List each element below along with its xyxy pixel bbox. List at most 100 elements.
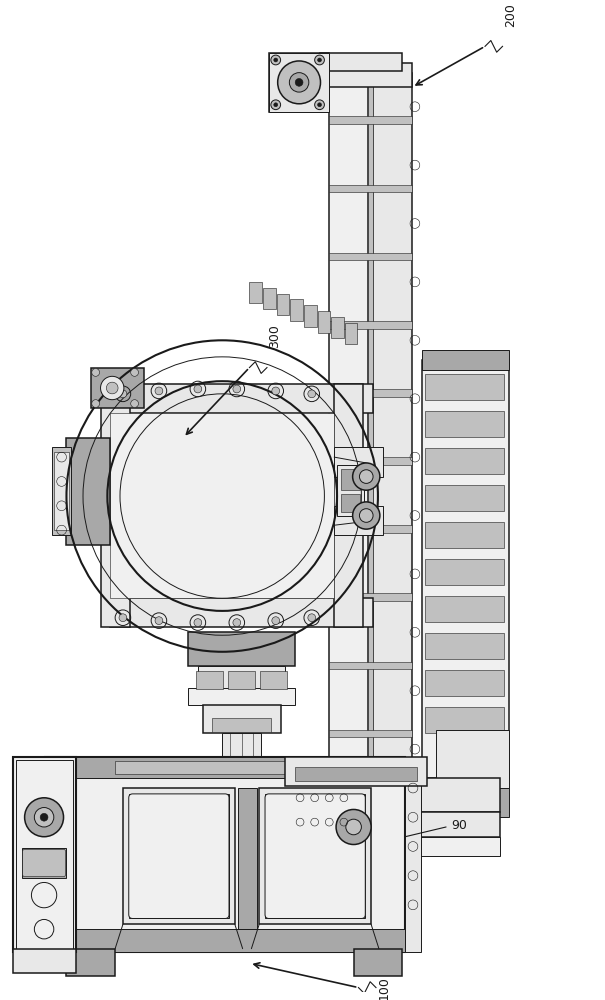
Bar [110, 384, 373, 413]
Bar [329, 185, 412, 192]
Bar [188, 688, 295, 705]
Circle shape [274, 58, 278, 62]
Circle shape [194, 619, 201, 626]
Bar [286, 757, 427, 786]
Bar [100, 384, 129, 627]
FancyBboxPatch shape [129, 794, 229, 918]
Circle shape [233, 385, 241, 393]
Bar [425, 411, 505, 437]
Text: 100: 100 [378, 976, 390, 1000]
Bar [310, 63, 412, 87]
Bar [329, 253, 412, 260]
Circle shape [271, 100, 281, 110]
Circle shape [131, 369, 139, 376]
Bar [425, 596, 505, 622]
Bar [329, 662, 412, 669]
Bar [110, 598, 373, 627]
Bar [329, 525, 412, 533]
Bar [405, 761, 420, 952]
Circle shape [353, 463, 380, 490]
Bar [238, 788, 257, 929]
Circle shape [274, 103, 278, 107]
Bar [13, 949, 76, 973]
Circle shape [359, 470, 373, 483]
Bar [425, 633, 505, 659]
Circle shape [92, 400, 100, 407]
Bar [67, 438, 110, 545]
Circle shape [100, 376, 124, 400]
Bar [329, 389, 412, 397]
Bar [110, 413, 334, 598]
Circle shape [272, 617, 280, 625]
Bar [212, 718, 271, 732]
Bar [373, 73, 412, 803]
Circle shape [315, 55, 324, 65]
Bar [334, 506, 383, 535]
Bar [123, 788, 235, 924]
Bar [67, 949, 115, 976]
Bar [436, 788, 509, 817]
Bar [353, 949, 402, 976]
Bar [286, 812, 500, 837]
Bar [345, 323, 358, 344]
Bar [337, 465, 364, 516]
Bar [115, 761, 402, 774]
Circle shape [155, 617, 163, 625]
Circle shape [315, 100, 324, 110]
Bar [425, 448, 505, 474]
Bar [260, 671, 287, 689]
Bar [425, 374, 505, 400]
Circle shape [272, 387, 280, 395]
Bar [13, 757, 76, 952]
Circle shape [40, 813, 48, 821]
Circle shape [34, 808, 54, 827]
Circle shape [353, 502, 380, 529]
Bar [329, 321, 412, 329]
Bar [52, 447, 71, 535]
Bar [265, 794, 365, 918]
Bar [249, 282, 262, 303]
Bar [276, 294, 289, 315]
Bar [45, 757, 405, 778]
Circle shape [194, 385, 201, 393]
Bar [425, 670, 505, 696]
Circle shape [233, 619, 241, 626]
Bar [341, 494, 361, 512]
Bar [329, 116, 412, 124]
Bar [91, 368, 145, 408]
Bar [329, 73, 368, 803]
Circle shape [295, 78, 303, 86]
Bar [45, 929, 405, 952]
Bar [228, 671, 255, 689]
Bar [318, 311, 330, 333]
Bar [16, 760, 73, 949]
Bar [269, 53, 329, 112]
Bar [334, 447, 383, 477]
Bar [425, 707, 505, 733]
Bar [286, 778, 500, 812]
Circle shape [359, 509, 373, 522]
Bar [368, 73, 373, 803]
Circle shape [308, 614, 316, 622]
Bar [54, 452, 70, 530]
Bar [436, 730, 509, 788]
Text: 90: 90 [451, 819, 467, 832]
Bar [188, 632, 295, 666]
Circle shape [119, 614, 127, 622]
Bar [269, 53, 329, 112]
Bar [45, 757, 405, 952]
Bar [341, 469, 361, 490]
Bar [319, 53, 402, 71]
Bar [425, 485, 505, 511]
Circle shape [106, 382, 118, 394]
Bar [331, 317, 344, 338]
Circle shape [119, 390, 127, 398]
Bar [290, 299, 303, 321]
Bar [425, 522, 505, 548]
FancyBboxPatch shape [22, 849, 65, 877]
Bar [203, 705, 281, 733]
Circle shape [92, 369, 100, 376]
Circle shape [25, 798, 64, 837]
Bar [422, 360, 509, 778]
Text: 200: 200 [504, 3, 517, 27]
